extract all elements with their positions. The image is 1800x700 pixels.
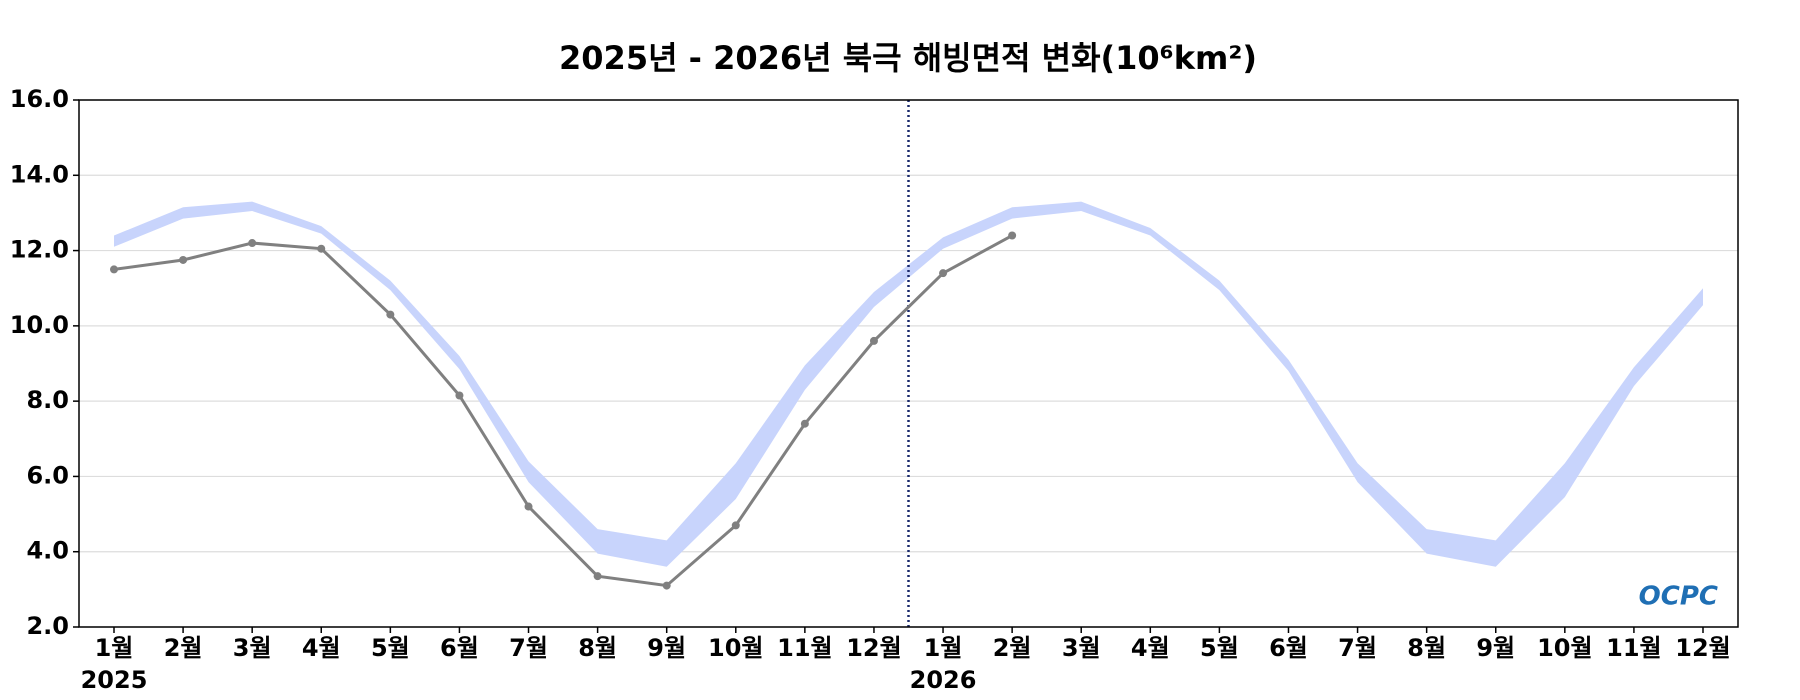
x-tick-label: 1월 [924, 634, 963, 662]
x-tick-label: 3월 [233, 634, 272, 662]
year-label: 2026 [910, 666, 977, 694]
series-point [317, 244, 326, 253]
x-tick-label: 11월 [1606, 634, 1661, 662]
x-tick-label: 1월 [95, 634, 134, 662]
y-tick-label: 16.0 [10, 85, 69, 113]
y-tick-label: 8.0 [26, 386, 69, 414]
x-tick-label: 6월 [1269, 634, 1308, 662]
x-tick-label: 12월 [1675, 634, 1730, 662]
plot-frame [78, 99, 1739, 628]
series-point [593, 572, 602, 581]
x-tick-label: 8월 [578, 634, 617, 662]
year-label: 2025 [81, 666, 148, 694]
series-point [731, 521, 740, 530]
series-point [800, 419, 809, 428]
x-tick-label: 6월 [440, 634, 479, 662]
x-tick-label: 3월 [1062, 634, 1101, 662]
series-point [110, 265, 118, 274]
x-tick-label: 12월 [846, 634, 901, 662]
y-tick-label: 6.0 [26, 461, 69, 489]
x-tick-label: 9월 [647, 634, 686, 662]
x-tick-label: 11월 [777, 634, 832, 662]
range-band [114, 201, 1703, 567]
x-tick-label: 2월 [993, 634, 1032, 662]
series-point [386, 310, 395, 319]
series-line [113, 234, 1013, 588]
x-tick-label: 2월 [164, 634, 203, 662]
series-point [455, 391, 464, 400]
x-tick-label: 5월 [1200, 634, 1239, 662]
x-tick-label: 7월 [509, 634, 548, 662]
series-point [939, 269, 948, 278]
x-tick-label: 10월 [708, 634, 763, 662]
y-tick-label: 2.0 [26, 612, 69, 640]
x-tick-label: 9월 [1476, 634, 1515, 662]
series-point [869, 336, 878, 345]
series-point [1008, 231, 1017, 240]
series-point [662, 581, 671, 590]
x-tick-label: 5월 [371, 634, 410, 662]
x-tick-label: 4월 [302, 634, 341, 662]
x-tick-label: 10월 [1537, 634, 1592, 662]
y-tick-label: 4.0 [26, 537, 69, 565]
chart-title: 2025년 - 2026년 북극 해빙면적 변화(10⁶km²) [559, 39, 1257, 77]
x-tick-label: 7월 [1338, 634, 1377, 662]
logo: OCPC [1639, 582, 1718, 612]
series-point [179, 255, 188, 264]
series-point [524, 502, 533, 511]
y-tick-label: 14.0 [10, 160, 69, 188]
y-tick-label: 10.0 [10, 311, 69, 339]
y-tick-label: 12.0 [10, 236, 69, 264]
x-tick-label: 8월 [1407, 634, 1446, 662]
x-tick-label: 4월 [1131, 634, 1170, 662]
series-point [248, 239, 257, 248]
